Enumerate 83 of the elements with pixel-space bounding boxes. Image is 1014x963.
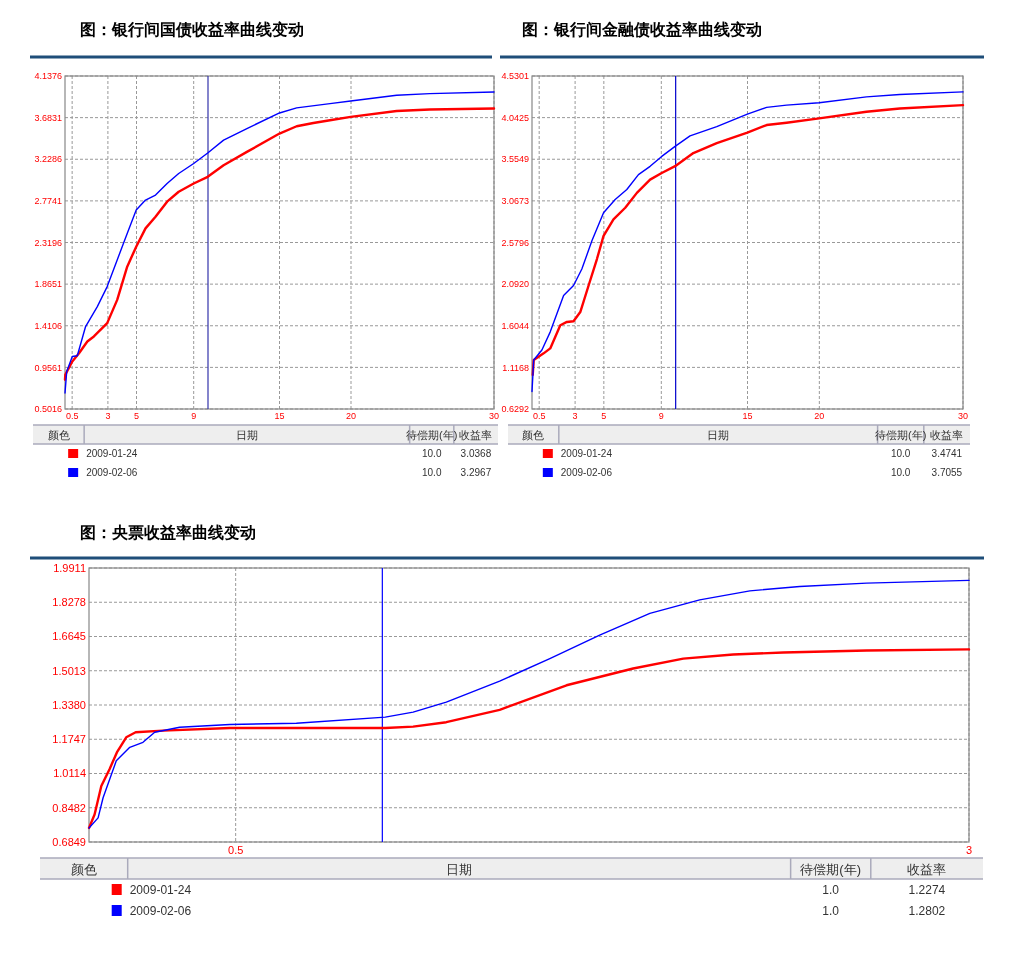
legend-label: 2009-02-06 <box>560 467 613 478</box>
x-tick-label: 0.5 <box>532 411 546 421</box>
text: 待偿期(年) <box>406 429 458 441</box>
text: 3.4741 <box>931 448 963 459</box>
text: 收益率 <box>907 862 947 877</box>
legend-item: 2009-01-24 <box>68 448 138 459</box>
text: 3.2967 <box>460 467 492 478</box>
text: 3.7055 <box>931 467 963 478</box>
text: 颜色 <box>522 429 545 441</box>
text: 待偿期(年) <box>875 429 927 441</box>
y-tick-label: 3.5549 <box>501 154 529 165</box>
y-tick-label: 2.5796 <box>501 237 529 248</box>
text: 颜色 <box>70 862 97 877</box>
y-tick-label: 1.4106 <box>34 320 62 331</box>
legend-label: 2009-01-24 <box>129 883 192 897</box>
x-tick-label: 5 <box>601 411 607 421</box>
text: 1.0 <box>822 904 840 918</box>
x-tick-label: 20 <box>345 411 357 421</box>
y-tick-label: 2.3196 <box>34 237 62 248</box>
y-tick-label: 2.0920 <box>501 279 529 290</box>
y-tick-label: 0.5016 <box>34 404 62 415</box>
text: 待偿期(年) <box>800 862 862 877</box>
y-tick-label: 3.6831 <box>34 112 62 123</box>
y-tick-label: 0.6292 <box>501 404 529 415</box>
y-tick-label: 0.9561 <box>34 362 62 373</box>
x-tick-label: 0.5 <box>228 844 244 856</box>
y-tick-label: 1.8278 <box>52 596 86 609</box>
x-tick-label: 15 <box>742 411 753 421</box>
text: 10.0 <box>890 467 911 478</box>
y-tick-label: 4.0425 <box>501 112 529 123</box>
y-tick-label: 1.0114 <box>53 767 86 780</box>
chart-title: 图：银行间金融债收益率曲线变动 <box>522 20 762 38</box>
y-tick-label: 0.6849 <box>52 835 86 848</box>
legend-label: 2009-01-24 <box>86 448 138 459</box>
x-tick-label: 3 <box>965 844 973 856</box>
legend-label: 2009-01-24 <box>560 448 613 459</box>
y-tick-label: 0.8482 <box>52 801 86 814</box>
legend-item: 2009-02-06 <box>542 467 612 478</box>
text: 10.0 <box>422 467 442 478</box>
text: 颜色 <box>47 429 70 441</box>
x-tick-label: 5 <box>133 411 140 421</box>
y-tick-label: 1.8651 <box>34 279 62 290</box>
chart-title: 图：银行间国债收益率曲线变动 <box>80 20 304 38</box>
y-tick-label: 3.0673 <box>501 196 529 207</box>
text: 1.2802 <box>908 904 946 918</box>
text: 收益率 <box>930 429 964 441</box>
y-tick-label: 3.2286 <box>34 154 62 165</box>
y-tick-label: 1.1168 <box>502 362 529 373</box>
legend-label: 2009-02-06 <box>129 904 192 918</box>
line-series <box>87 648 971 830</box>
x-tick-label: 0.5 <box>65 411 79 421</box>
legend-label: 2009-02-06 <box>86 467 138 478</box>
x-tick-label: 9 <box>658 411 664 421</box>
text: 1.2274 <box>908 883 946 897</box>
x-tick-label: 3 <box>572 411 578 421</box>
text: 日期 <box>707 429 730 441</box>
x-tick-label: 30 <box>957 411 969 421</box>
legend-item: 2009-02-06 <box>111 904 192 918</box>
y-tick-label: 1.9911 <box>53 561 86 574</box>
x-tick-label: 20 <box>814 411 825 421</box>
x-tick-label: 30 <box>488 411 500 421</box>
text: 收益率 <box>459 429 493 441</box>
text: 日期 <box>446 862 473 877</box>
y-tick-label: 1.6645 <box>52 630 86 643</box>
x-tick-label: 15 <box>274 411 285 421</box>
y-tick-label: 1.6044 <box>501 320 529 331</box>
x-tick-label: 9 <box>191 411 197 421</box>
text: 1.0 <box>822 883 840 897</box>
legend-item: 2009-01-24 <box>542 448 612 459</box>
text: 10.0 <box>422 448 442 459</box>
text: 日期 <box>235 429 258 441</box>
y-tick-label: 1.1747 <box>52 733 86 746</box>
chart-title: 图：央票收益率曲线变动 <box>80 523 256 541</box>
x-tick-label: 3 <box>105 411 111 421</box>
text: 3.0368 <box>460 448 492 459</box>
y-tick-label: 4.1376 <box>34 71 62 82</box>
legend-item: 2009-01-24 <box>111 883 192 897</box>
y-tick-label: 2.7741 <box>34 196 62 207</box>
legend-item: 2009-02-06 <box>68 467 138 478</box>
text: 10.0 <box>890 448 911 459</box>
y-tick-label: 1.5013 <box>52 664 86 677</box>
y-tick-label: 1.3380 <box>52 698 86 711</box>
y-tick-label: 4.5301 <box>501 71 529 82</box>
